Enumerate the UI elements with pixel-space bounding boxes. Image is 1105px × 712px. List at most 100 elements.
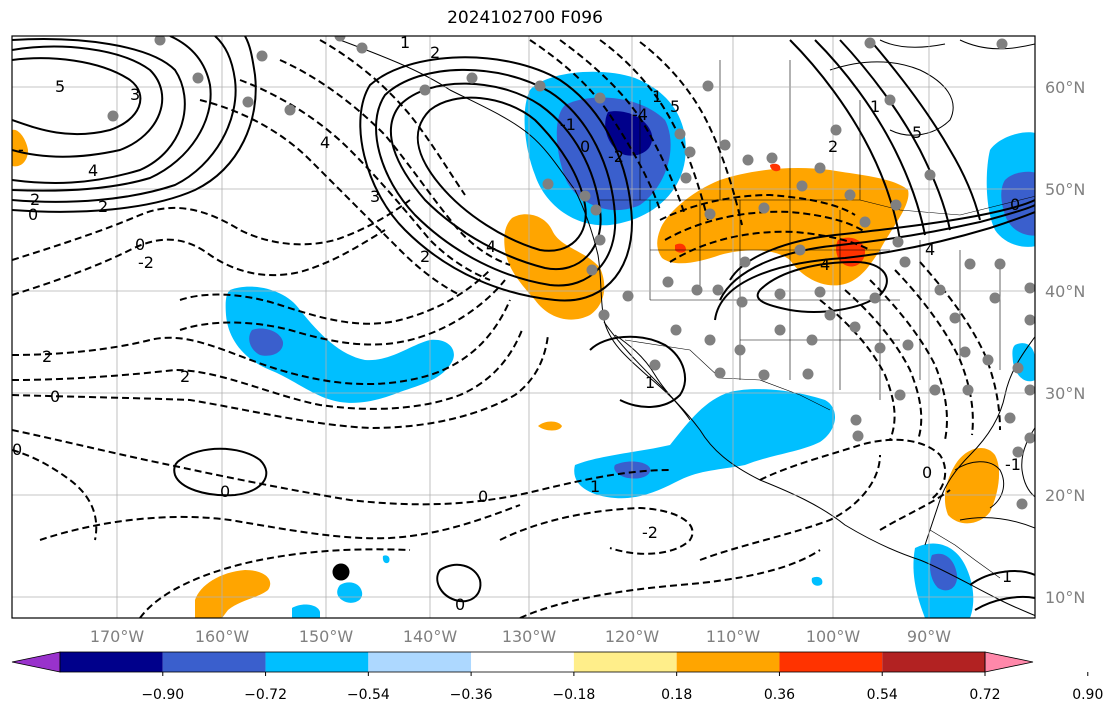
contour-solid-a1: [12, 57, 142, 136]
contour-label: 5: [670, 97, 680, 116]
border-canada-provinces: [639, 60, 861, 200]
contour-label: 3: [370, 187, 380, 206]
contour-label: 0: [478, 487, 488, 506]
lon-label: 140°W: [403, 627, 458, 646]
contour-label: 4: [820, 255, 830, 274]
contour-solid-b2: [390, 82, 602, 271]
contour-label: 0: [220, 482, 230, 501]
contour-label: 2: [430, 43, 440, 62]
blue-patch-hawaii: [337, 582, 363, 603]
contour-dashed-23: [919, 261, 1001, 431]
contour-dashed-2: [179, 279, 506, 346]
colorbar-tick-label: 0.72: [969, 687, 1000, 703]
colorbar-box: [676, 652, 780, 672]
colorbar-tick-label: −0.90: [141, 687, 184, 703]
lon-label: 160°W: [195, 627, 250, 646]
contour-dashed-25: [39, 504, 521, 541]
contour-label: 0: [135, 235, 145, 254]
lon-label: 150°W: [299, 627, 354, 646]
contour-label: -2: [608, 147, 624, 166]
contour-label: -1: [560, 115, 576, 134]
station-markers: [107, 36, 1035, 510]
coastline-baja: [603, 321, 691, 421]
contour-label: 1: [645, 373, 655, 392]
contour-label: 4: [320, 133, 330, 152]
darkblue-region-bc: [605, 111, 653, 156]
contour-label: 0: [12, 440, 22, 459]
blue-patch-small: [811, 576, 823, 586]
colorbar: −0.90 −0.72 −0.54 −0.36 −0.18 0.18 0.36 0.54 0.7…: [11, 651, 1103, 703]
contour-label: -2: [642, 523, 658, 542]
colorbar-tick-label: −0.72: [244, 687, 287, 703]
contour-dashed-18: [669, 230, 871, 263]
contour-solid-e1: [589, 335, 686, 408]
contour-label: 5: [55, 77, 65, 96]
contour-solid-c2: [719, 204, 1035, 301]
contour-dashed-16: [659, 193, 856, 221]
blue-patch-south: [292, 604, 320, 618]
contour-dashed-21: [869, 279, 948, 441]
colorbar-box: [779, 652, 883, 672]
orange-patch-small: [538, 421, 562, 431]
contour-solid-c1: [729, 199, 1035, 281]
contour-dashed-19: [819, 299, 896, 441]
lon-label: 100°W: [806, 627, 861, 646]
redorange-spot-plains-3: [770, 163, 781, 172]
colorbar-box: [60, 652, 163, 672]
contour-label: 1: [400, 33, 410, 52]
contour-dashed-11: [319, 39, 466, 196]
colorbar-box: [368, 652, 472, 672]
latitude-labels: 60°N 50°N 40°N 30°N 20°N 10°N: [1045, 78, 1085, 607]
coastline-gulf: [924, 335, 1035, 546]
contour-label: 2: [420, 247, 430, 266]
contour-solid-f1: [173, 447, 268, 497]
lat-label: 20°N: [1045, 486, 1085, 505]
contour-dashed-7: [12, 199, 411, 261]
contour-label: 0: [28, 205, 38, 224]
mediumblue-region-pacific: [249, 328, 284, 356]
colorbar-tick-label: 0.36: [764, 687, 795, 703]
lat-label: 50°N: [1045, 180, 1085, 199]
contour-solid-f2: [436, 563, 482, 603]
contour-label: 2: [828, 137, 838, 156]
blue-patch-tiny: [382, 555, 390, 564]
contour-solid-a2: [12, 45, 164, 158]
contour-dashed-32: [12, 449, 98, 541]
contour-label: 0: [922, 463, 932, 482]
contour-solid-d1: [789, 39, 901, 241]
colorbar-tick-label: −0.54: [347, 687, 390, 703]
colorbar-frame: [59, 651, 986, 673]
mediumblue-region-central-america: [930, 553, 958, 591]
contour-dashed-8: [199, 99, 461, 296]
contour-label: 0: [580, 137, 590, 156]
contour-solid-d4: [869, 39, 981, 221]
contour-label: 2: [42, 347, 52, 366]
mediumblue-region-atlantic: [1001, 171, 1035, 236]
lat-label: 30°N: [1045, 384, 1085, 403]
contour-label: 2: [180, 367, 190, 386]
contour-dashed-1: [179, 269, 491, 325]
border-us-canada: [598, 195, 1035, 216]
contour-label: 1: [1002, 567, 1012, 586]
contour-solid-g1: [969, 570, 1035, 611]
solid-contours: [12, 36, 1035, 611]
contour-solid-d2: [814, 39, 926, 236]
lon-label: 170°W: [90, 627, 145, 646]
colorbar-tick-label: 0.54: [867, 687, 898, 703]
contour-solid-a4: [12, 36, 212, 192]
colorbar-box: [265, 652, 369, 672]
coastline-arctic-islands: [879, 39, 1035, 50]
coastline-cuba: [959, 517, 1035, 529]
contour-label: 0: [1010, 195, 1020, 214]
lat-label: 40°N: [1045, 282, 1085, 301]
contour-label: -1: [1005, 455, 1021, 474]
colorbar-tick-label: −0.36: [450, 687, 493, 703]
contour-dashed-27: [499, 506, 694, 555]
lat-label: 10°N: [1045, 588, 1085, 607]
contour-solid-a3: [12, 38, 186, 184]
contour-solid-b3: [375, 68, 617, 287]
coastline-hudson: [829, 61, 954, 136]
contour-solid-d3: [839, 39, 951, 231]
contour-label: -4: [632, 105, 648, 124]
colorbar-tick-label: 0.18: [661, 687, 692, 703]
